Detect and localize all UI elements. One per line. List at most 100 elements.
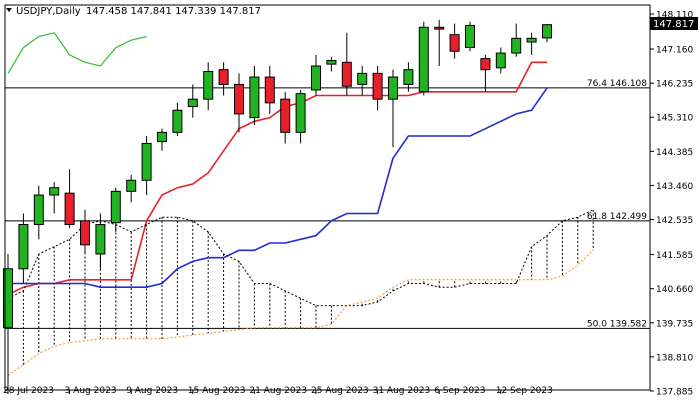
candle-body — [264, 76, 275, 104]
candle-body — [95, 224, 106, 255]
candle[interactable] — [480, 54, 491, 92]
candle-body — [64, 192, 75, 226]
candle[interactable] — [311, 54, 321, 96]
x-tick-label: 6 Sep 2023 — [434, 386, 485, 396]
candle[interactable] — [3, 254, 13, 391]
ichimoku-cloud-hatch — [7, 209, 594, 376]
candle[interactable] — [234, 73, 244, 133]
candle[interactable] — [218, 62, 229, 96]
candle-body — [280, 98, 291, 133]
candle[interactable] — [203, 62, 214, 111]
candle-body — [418, 26, 429, 93]
candle-body — [126, 179, 137, 192]
candle[interactable] — [80, 209, 90, 255]
candle[interactable] — [172, 102, 183, 137]
candle[interactable] — [110, 187, 121, 232]
candle[interactable] — [280, 91, 291, 144]
candle[interactable] — [449, 23, 460, 59]
candle[interactable] — [95, 213, 106, 269]
candle[interactable] — [372, 65, 383, 111]
x-tick-label: 3 Aug 2023 — [65, 386, 117, 396]
price-badge-text: 147.817 — [653, 19, 694, 30]
y-tick-label: 138.810 — [656, 353, 693, 363]
kijun-line — [8, 87, 548, 289]
candle-body — [18, 224, 29, 270]
candle[interactable] — [388, 69, 398, 148]
fib-level-label: 76.4 146.108 — [587, 79, 647, 89]
candle-body — [234, 83, 244, 115]
candle-body — [326, 59, 337, 65]
candle[interactable] — [18, 213, 29, 284]
candle[interactable] — [49, 182, 60, 214]
y-tick-label: 145.310 — [656, 114, 693, 124]
x-tick-label: 15 Aug 2023 — [188, 386, 246, 396]
candle-body — [157, 131, 167, 143]
candle[interactable] — [187, 84, 198, 118]
candle[interactable] — [33, 185, 44, 240]
candle[interactable] — [341, 32, 352, 96]
candle[interactable] — [141, 136, 152, 196]
header-triangle-icon — [6, 8, 12, 12]
indicator-lines — [7, 32, 594, 377]
y-tick-label: 144.385 — [656, 148, 693, 158]
y-tick-label: 140.660 — [656, 285, 693, 295]
candle[interactable] — [249, 65, 260, 125]
chikou-line — [7, 32, 147, 74]
candle-body — [372, 72, 383, 100]
y-tick-label: 142.535 — [656, 216, 693, 226]
candle[interactable] — [465, 21, 475, 52]
candle-body — [542, 24, 552, 39]
candle-body — [187, 98, 198, 108]
span_a-line — [7, 209, 594, 307]
candle[interactable] — [495, 47, 506, 74]
candle-body — [357, 72, 368, 85]
chart-header: USDJPY,Daily 147.458 147.841 147.339 147… — [6, 6, 261, 17]
y-tick-label: 148.110 — [656, 11, 693, 21]
x-tick-label: 25 Aug 2023 — [311, 386, 369, 396]
candle-body — [218, 69, 229, 85]
candle-body — [388, 76, 398, 100]
candle[interactable] — [542, 23, 552, 43]
candle-body — [49, 187, 60, 196]
candle[interactable] — [526, 32, 537, 55]
candle[interactable] — [418, 21, 429, 96]
candle-body — [249, 76, 260, 119]
candle-body — [403, 69, 414, 85]
y-tick-label: 146.235 — [656, 80, 693, 90]
candle[interactable] — [64, 169, 75, 229]
y-tick-label: 147.160 — [656, 46, 693, 56]
candle-body — [434, 26, 445, 30]
candle-body — [172, 109, 183, 133]
candle-body — [80, 220, 90, 246]
x-tick-label: 9 Aug 2023 — [126, 386, 178, 396]
candle[interactable] — [264, 65, 275, 114]
header-ohlc: 147.458 147.841 147.339 147.817 — [86, 6, 261, 17]
candle-body — [3, 268, 13, 329]
candle[interactable] — [357, 65, 368, 96]
candle[interactable] — [157, 128, 167, 151]
x-tick-label: 12 Sep 2023 — [496, 386, 553, 396]
candle-body — [511, 37, 522, 54]
candle[interactable] — [511, 23, 522, 57]
candle-body — [449, 34, 460, 52]
x-axis: 28 Jul 2023 3 Aug 2023 9 Aug 2023 15 Aug 20… — [3, 386, 553, 396]
y-tick-label: 143.460 — [656, 182, 693, 192]
candles[interactable] — [3, 19, 552, 391]
candle-body — [203, 71, 214, 100]
fib-level-label: 61.8 142.499 — [587, 212, 647, 222]
x-tick-label: 28 Jul 2023 — [3, 386, 54, 396]
candle[interactable] — [326, 56, 337, 72]
tenkan-line — [7, 61, 547, 296]
candle-body — [495, 52, 506, 69]
candle-body — [311, 65, 321, 91]
candle-body — [465, 24, 475, 49]
candle[interactable] — [295, 89, 306, 144]
header-symbol: USDJPY,Daily — [16, 6, 81, 17]
candle[interactable] — [434, 19, 445, 66]
candle[interactable] — [126, 174, 137, 203]
price-badge: 147.817 — [650, 17, 698, 30]
price-badge-bg — [650, 17, 698, 30]
candle[interactable] — [403, 62, 414, 92]
